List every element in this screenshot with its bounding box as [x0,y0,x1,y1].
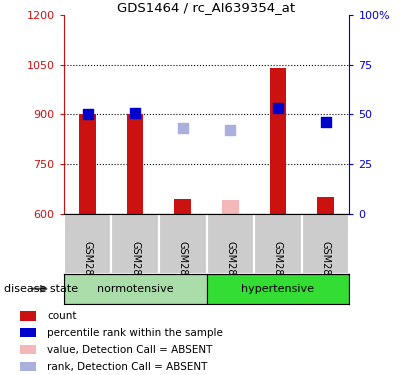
Bar [20,362,36,371]
Text: GSM28681: GSM28681 [225,241,236,294]
Point [132,110,139,116]
Point [275,105,281,111]
Bar [64,274,206,304]
Bar [222,201,239,214]
Point [84,111,91,117]
Text: GSM28686: GSM28686 [178,241,188,294]
Bar [159,214,206,274]
Bar [302,214,349,274]
Bar [270,68,286,214]
Text: value, Detection Call = ABSENT: value, Detection Call = ABSENT [47,345,213,355]
Bar [127,114,143,214]
Bar [206,274,349,304]
Bar [20,311,36,321]
Bar [79,114,96,214]
Bar [254,214,302,274]
Text: normotensive: normotensive [97,284,173,294]
Point [227,127,233,133]
Text: disease state: disease state [4,284,78,294]
Text: GSM28684: GSM28684 [83,241,92,294]
Text: GSM28685: GSM28685 [130,241,140,294]
Bar [206,214,254,274]
Point [322,118,329,124]
Text: GSM28682: GSM28682 [273,241,283,294]
Bar [64,214,111,274]
Text: GSM28683: GSM28683 [321,241,330,294]
Bar [111,214,159,274]
Bar [317,197,334,214]
Bar [20,328,36,338]
Text: percentile rank within the sample: percentile rank within the sample [47,328,223,338]
Bar [20,345,36,354]
Text: rank, Detection Call = ABSENT: rank, Detection Call = ABSENT [47,362,208,372]
Bar [174,199,191,214]
Text: hypertensive: hypertensive [241,284,314,294]
Text: count: count [47,311,77,321]
Title: GDS1464 / rc_AI639354_at: GDS1464 / rc_AI639354_at [118,1,296,14]
Point [180,125,186,131]
